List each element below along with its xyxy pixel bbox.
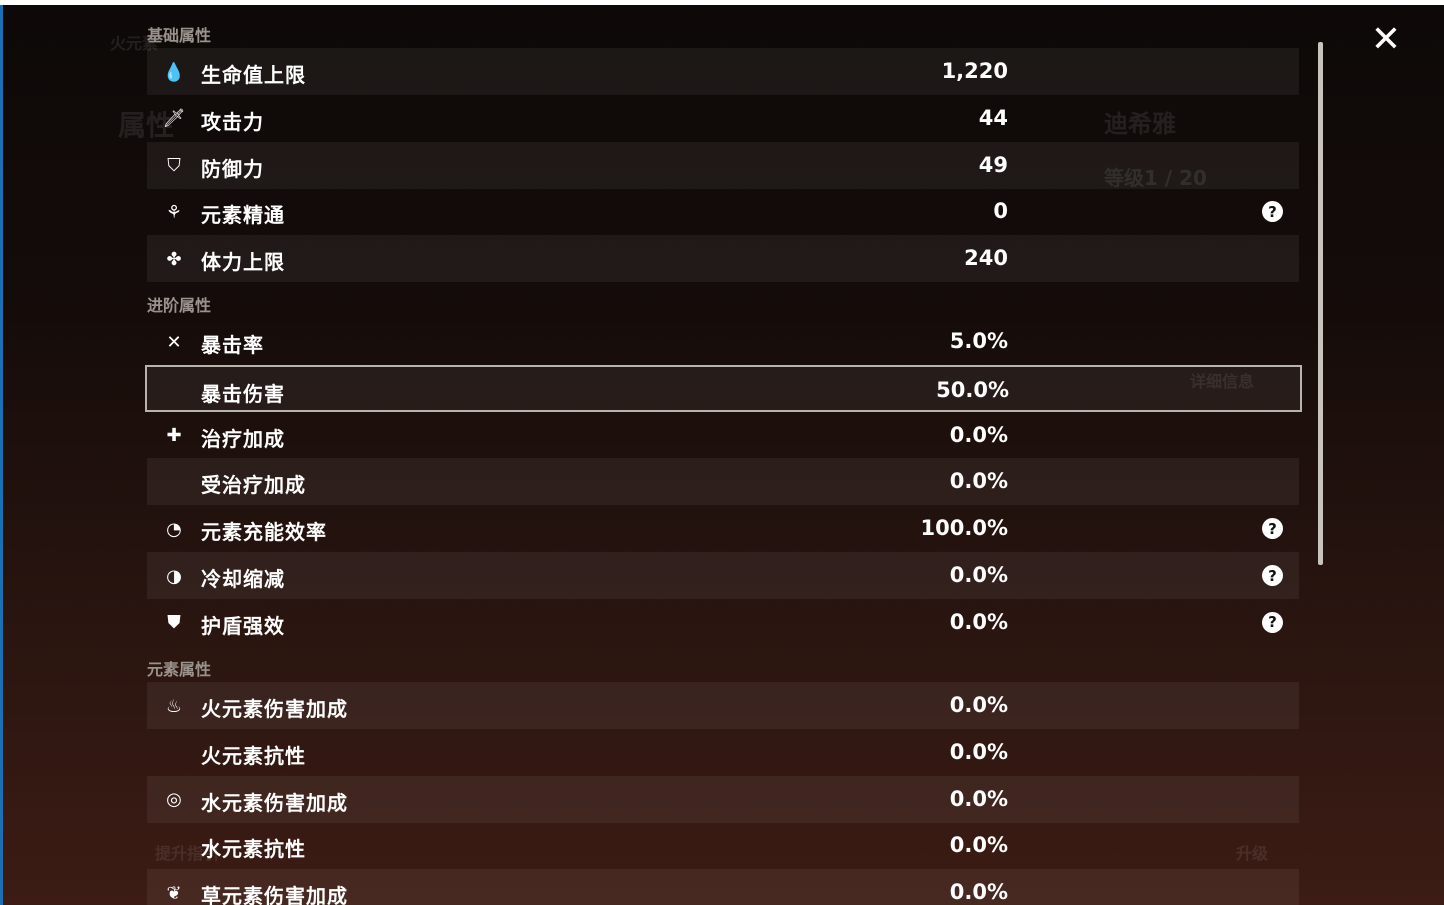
scrollbar[interactable] bbox=[1318, 42, 1323, 565]
section-title: 进阶属性 bbox=[147, 296, 212, 315]
stat-value: 5.0% bbox=[949, 329, 1008, 353]
stat-value: 0.0% bbox=[949, 422, 1008, 447]
stat-row[interactable]: ⛉ 防御力 49 bbox=[147, 141, 1299, 189]
stat-row[interactable]: 受治疗加成 0.0% bbox=[147, 458, 1299, 506]
stat-row[interactable]: ✤ 体力上限 240 bbox=[147, 235, 1299, 283]
stat-row[interactable]: ✕ 暴击率 5.0% bbox=[147, 318, 1299, 365]
stat-label: 暴击伤害 bbox=[201, 381, 285, 406]
hydro-icon: ◎ bbox=[166, 789, 182, 811]
help-icon[interactable]: ? bbox=[1262, 611, 1283, 633]
help-icon[interactable]: ? bbox=[1262, 565, 1283, 586]
close-icon[interactable]: ✕ bbox=[1370, 19, 1402, 60]
bg-upgrade-button: 升级 bbox=[1236, 844, 1269, 863]
stat-value: 0 bbox=[993, 199, 1008, 224]
pyro-icon: ♨ bbox=[165, 695, 183, 717]
bg-guide-button: 提升指引 bbox=[155, 844, 220, 863]
stat-label: 攻击力 bbox=[201, 109, 264, 134]
stat-label: 草元素伤害加成 bbox=[201, 884, 348, 905]
stat-value: 0.0% bbox=[949, 609, 1008, 634]
stat-label: 火元素抗性 bbox=[201, 743, 306, 768]
help-icon[interactable]: ? bbox=[1262, 201, 1283, 223]
healing-cross-icon: ✚ bbox=[166, 425, 182, 447]
stat-value: 0.0% bbox=[949, 739, 1008, 764]
stat-row[interactable]: ❦ 草元素伤害加成 0.0% bbox=[147, 869, 1299, 905]
elemental-mastery-icon: ⚘ bbox=[165, 201, 183, 223]
stat-label: 生命值上限 bbox=[201, 63, 306, 87]
stat-value: 0.0% bbox=[949, 880, 1008, 905]
stat-value: 44 bbox=[978, 105, 1008, 130]
stat-row[interactable]: ◔ 元素充能效率 100.0%? bbox=[147, 505, 1299, 552]
window-top-bar bbox=[0, 0, 1444, 5]
bg-character-name: 迪希雅 bbox=[1104, 110, 1176, 138]
stat-label: 水元素抗性 bbox=[201, 837, 306, 862]
shield-icon: ⛉ bbox=[167, 155, 181, 177]
stat-row[interactable]: ⛊ 护盾强效 0.0%? bbox=[147, 599, 1299, 646]
stat-value: 49 bbox=[978, 152, 1008, 177]
stat-row[interactable]: 火元素抗性 0.0% bbox=[147, 729, 1299, 776]
stat-label: 水元素伤害加成 bbox=[201, 790, 348, 815]
stat-row[interactable]: ⚘ 元素精通 0? bbox=[147, 188, 1299, 235]
sword-icon: 🗡 bbox=[162, 108, 186, 130]
dendro-icon: ❦ bbox=[166, 882, 182, 904]
stat-value: 0.0% bbox=[949, 693, 1008, 717]
stat-label: 火元素伤害加成 bbox=[201, 697, 348, 721]
stat-row[interactable]: 水元素抗性 0.0% bbox=[147, 822, 1299, 869]
stat-label: 体力上限 bbox=[201, 250, 285, 275]
stat-value: 240 bbox=[964, 246, 1008, 271]
stat-label: 防御力 bbox=[201, 156, 264, 181]
stat-label: 冷却缩减 bbox=[201, 567, 285, 591]
bg-element-title: 火元素 bbox=[110, 34, 159, 53]
bg-tab-title: 属性 bbox=[118, 109, 175, 142]
shield-strength-icon: ⛊ bbox=[167, 612, 181, 634]
stat-label: 治疗加成 bbox=[201, 426, 285, 451]
stat-row[interactable]: ◑ 冷却缩减 0.0%? bbox=[147, 552, 1299, 599]
stat-row[interactable]: 🗡 攻击力 44 bbox=[147, 95, 1299, 142]
stat-label: 元素精通 bbox=[201, 203, 285, 228]
stat-value: 0.0% bbox=[949, 786, 1008, 811]
stat-row[interactable]: 暴击伤害 50.0% bbox=[145, 364, 1302, 412]
help-icon[interactable]: ? bbox=[1262, 518, 1283, 540]
section-title: 元素属性 bbox=[147, 660, 212, 679]
stamina-icon: ✤ bbox=[166, 248, 182, 270]
stat-label: 受治疗加成 bbox=[201, 473, 306, 498]
stat-value: 100.0% bbox=[920, 516, 1008, 541]
stat-value: 50.0% bbox=[936, 377, 1009, 402]
section-title: 基础属性 bbox=[147, 26, 212, 45]
cooldown-icon: ◑ bbox=[166, 565, 182, 587]
crit-rate-icon: ✕ bbox=[166, 331, 182, 353]
stat-value: 0.0% bbox=[949, 469, 1008, 494]
hp-drop-icon: 💧 bbox=[162, 61, 186, 83]
stat-label: 护盾强效 bbox=[201, 613, 285, 638]
stat-value: 1,220 bbox=[941, 59, 1008, 83]
bg-detail-button: 详细信息 bbox=[1190, 372, 1255, 391]
stat-label: 暴击率 bbox=[201, 333, 264, 357]
stat-label: 元素充能效率 bbox=[201, 520, 327, 545]
bg-level: 等级1 / 20 bbox=[1104, 166, 1207, 190]
stat-row[interactable]: 💧 生命值上限 1,220 bbox=[147, 48, 1299, 95]
stat-value: 0.0% bbox=[949, 833, 1008, 858]
energy-recharge-icon: ◔ bbox=[166, 518, 182, 540]
window-left-edge bbox=[0, 5, 3, 905]
stat-row[interactable]: ♨ 火元素伤害加成 0.0% bbox=[147, 682, 1299, 729]
stat-row[interactable]: ✚ 治疗加成 0.0% bbox=[147, 412, 1299, 459]
stat-value: 0.0% bbox=[949, 563, 1008, 587]
stat-row[interactable]: ◎ 水元素伤害加成 0.0% bbox=[147, 775, 1299, 823]
